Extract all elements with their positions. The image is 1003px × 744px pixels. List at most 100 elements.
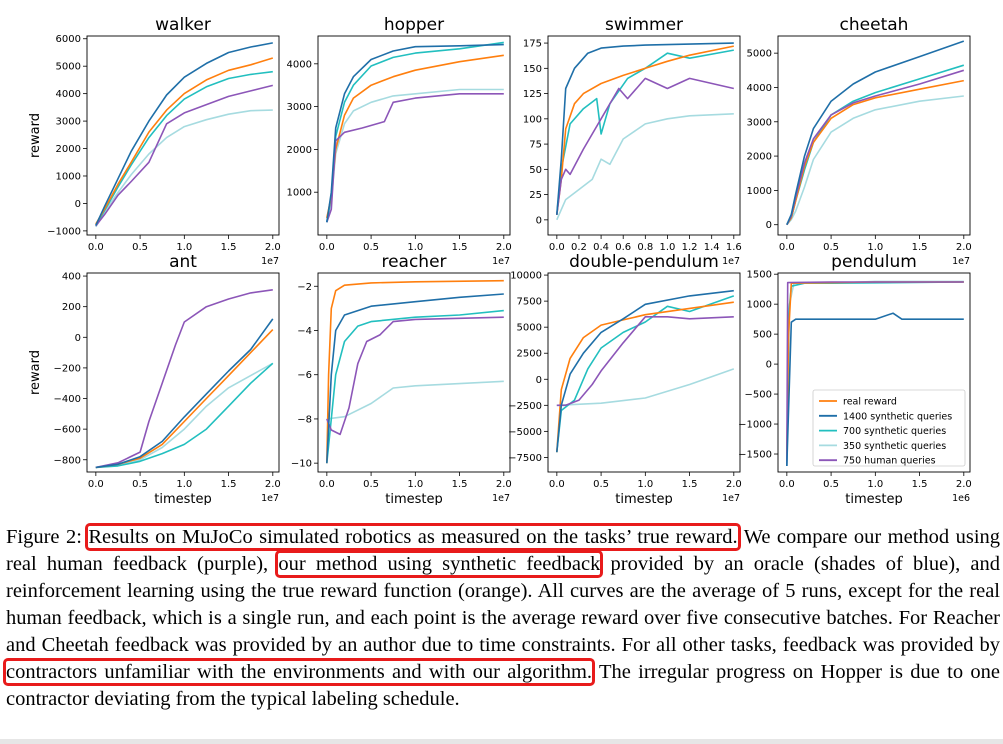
- y-tick-label: 2000: [56, 144, 81, 155]
- x-tick-label: 2.0: [265, 479, 281, 490]
- series-line-h750: [326, 93, 504, 223]
- series-line-real: [786, 79, 964, 226]
- panel-title: hopper: [384, 15, 444, 35]
- panel-cheetah: 0.0 0.5 1.0 1.5 2.0 0 1000 2000 3000 4000 5000 chee…: [747, 15, 972, 267]
- series-line-s350: [326, 88, 504, 223]
- x-exponent-label: 1e6: [952, 493, 970, 504]
- y-tick-label: −5000: [508, 427, 542, 438]
- x-tick-label: 1.2: [682, 242, 698, 253]
- x-tick-label: 2.0: [956, 479, 972, 490]
- y-tick-label: −400: [54, 394, 81, 405]
- x-tick-label: 1.4: [704, 242, 720, 253]
- series-line-s350: [95, 109, 273, 228]
- series-line-h750: [326, 316, 504, 436]
- y-tick-label: 0: [75, 333, 81, 344]
- y-tick-label: 4000: [747, 83, 772, 94]
- x-tick-label: 1.5: [682, 479, 698, 490]
- series-line-s700: [326, 41, 504, 223]
- series-group: [786, 280, 964, 467]
- x-tick-label: 1.5: [221, 479, 237, 490]
- series-line-s1400: [556, 42, 734, 215]
- x-tick-label: 1.5: [452, 479, 468, 490]
- y-tick-label: −8: [297, 414, 312, 425]
- y-tick-label: 10000: [510, 271, 542, 282]
- x-tick-label: 2.0: [956, 242, 972, 253]
- x-tick-label: 0.6: [615, 242, 631, 253]
- series-line-s350: [556, 368, 735, 407]
- series-group: [95, 42, 274, 228]
- y-tick-label: 100: [523, 114, 542, 125]
- panel-swimmer: 0.0 0.2 0.4 0.6 0.8 1.0 1.2 1.4 1.6 0 25 50 75 100 125…: [523, 15, 742, 267]
- y-tick-label: 0: [75, 199, 81, 210]
- y-tick-label: −1500: [738, 450, 772, 461]
- y-tick-label: 1000: [747, 186, 772, 197]
- highlight-contractors: contractors unfamiliar with the environm…: [2, 658, 596, 686]
- panel-title: cheetah: [840, 15, 909, 35]
- y-tick-label: −6: [297, 370, 312, 381]
- y-tick-label: −7500: [508, 453, 542, 464]
- y-tick-label: 2000: [287, 145, 312, 156]
- window-bottom-edge: [0, 739, 1003, 744]
- y-tick-label: 5000: [56, 62, 81, 73]
- series-line-s350: [326, 380, 504, 420]
- legend-label-s700: 700 synthetic queries: [843, 426, 946, 437]
- x-axis-label: timestep: [615, 492, 673, 505]
- x-tick-label: 2.0: [265, 242, 281, 253]
- series-group: [556, 289, 735, 453]
- x-tick-label: 2.0: [496, 479, 512, 490]
- y-tick-label: 200: [62, 302, 81, 313]
- axes-frame: [547, 35, 741, 236]
- x-tick-label: 0.0: [549, 479, 565, 490]
- y-tick-label: 3000: [56, 117, 81, 128]
- axes-frame: [547, 272, 741, 473]
- series-line-real: [556, 301, 734, 453]
- x-tick-label: 1.0: [867, 479, 883, 490]
- series-line-h750: [556, 77, 734, 215]
- y-tick-label: −1000: [738, 420, 772, 431]
- y-tick-label: 1000: [56, 171, 81, 182]
- x-tick-label: 0.4: [593, 242, 609, 253]
- figure-caption: Figure 2: Results on MuJoCo simulated ro…: [2, 523, 1000, 713]
- series-group: [95, 289, 274, 469]
- legend-label-real: real reward: [843, 397, 897, 408]
- x-tick-label: 1.0: [867, 242, 883, 253]
- x-tick-label: 2.0: [496, 242, 512, 253]
- series-line-s700: [556, 295, 735, 453]
- x-exponent-label: 1e7: [722, 256, 740, 267]
- series-line-real: [326, 54, 504, 219]
- y-tick-label: 1000: [287, 188, 312, 199]
- caption-text-2: provided by an oracle (shades of blue), …: [6, 553, 1000, 656]
- series-line-h750: [786, 281, 964, 467]
- y-tick-label: −500: [745, 390, 772, 401]
- panel-title: double-pendulum: [569, 252, 719, 272]
- x-tick-label: 1.5: [452, 242, 468, 253]
- x-tick-label: 0.0: [88, 242, 104, 253]
- y-tick-label: 0: [766, 360, 772, 371]
- x-tick-label: 1.5: [221, 242, 237, 253]
- y-tick-label: −1000: [47, 226, 81, 237]
- y-tick-label: −2500: [508, 401, 542, 412]
- x-exponent-label: 1e7: [722, 493, 740, 504]
- series-group: [326, 41, 504, 223]
- legend-box: [812, 389, 966, 467]
- y-tick-label: 125: [523, 89, 542, 100]
- series-line-h750: [786, 69, 965, 226]
- series-line-s700: [326, 309, 504, 464]
- x-exponent-label: 1e7: [952, 256, 970, 267]
- series-line-s1400: [786, 312, 964, 467]
- series-line-s700: [95, 70, 273, 226]
- y-tick-label: −10: [291, 459, 312, 470]
- x-axis-label: timestep: [385, 492, 443, 505]
- y-tick-label: 0: [766, 220, 772, 231]
- x-tick-label: 1.0: [176, 242, 192, 253]
- series-line-real: [95, 57, 274, 225]
- series-line-real: [95, 329, 274, 469]
- series-line-h750: [95, 84, 273, 227]
- x-tick-label: 0.5: [823, 479, 839, 490]
- x-tick-label: 0.2: [571, 242, 587, 253]
- x-tick-label: 1.0: [407, 479, 423, 490]
- series-line-h750: [95, 289, 273, 469]
- x-tick-label: 0.5: [823, 242, 839, 253]
- y-tick-label: 175: [523, 39, 542, 50]
- y-tick-label: 0: [536, 215, 542, 226]
